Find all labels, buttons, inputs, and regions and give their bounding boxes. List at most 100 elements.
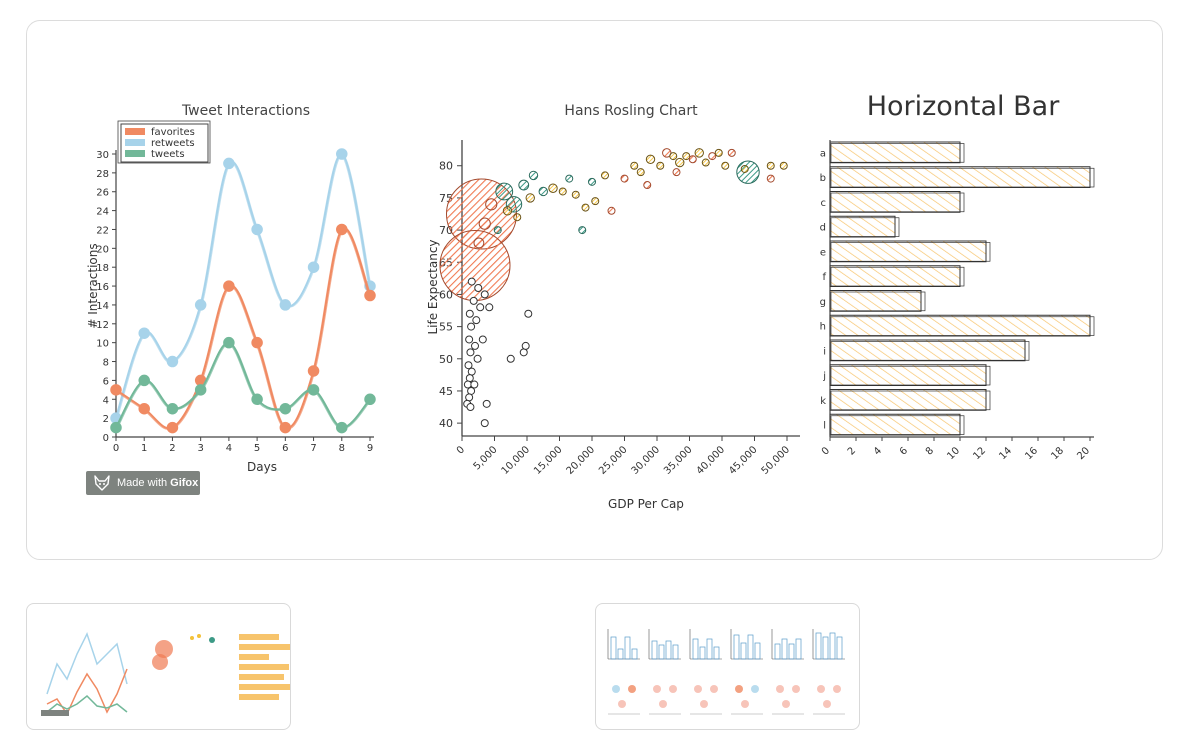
x-tick-label: 8 <box>339 443 345 454</box>
data-point <box>480 419 489 428</box>
legend-box-outline <box>117 120 211 164</box>
x-tick-label: 6 <box>898 445 910 457</box>
hans-rosling-chart: Hans Rosling Chart GDP Per Cap Life Expe… <box>426 103 800 511</box>
data-point <box>502 206 513 216</box>
bar-c <box>829 191 961 213</box>
data-point <box>708 152 717 161</box>
x-tick-label: 5 <box>254 443 260 454</box>
bar-a-sketch <box>830 143 965 163</box>
gifox-badge[interactable]: Made with Gifox <box>86 471 200 495</box>
tweet-interactions-chart: Tweet Interactions Days # Interactions 0… <box>86 103 376 474</box>
bar-f <box>829 265 961 287</box>
data-point <box>538 186 548 197</box>
point-favorites-2 <box>166 421 179 434</box>
bar-h-sketch <box>830 316 1095 336</box>
line-tweets <box>115 341 371 429</box>
x-tick-label: 18 <box>1049 445 1066 462</box>
data-point <box>506 354 515 363</box>
x-tick-label: 0 <box>455 444 467 456</box>
data-point <box>607 206 616 215</box>
y-tick-label: 20 <box>96 244 109 255</box>
data-point <box>513 213 522 222</box>
point-tweets-9 <box>364 393 376 406</box>
data-point <box>463 380 472 389</box>
data-point <box>521 341 530 350</box>
y-tick-label: 10 <box>96 339 109 350</box>
y-tick-label: 22 <box>96 225 109 236</box>
data-point <box>669 152 678 161</box>
data-point <box>591 197 600 206</box>
bar-e-sketch <box>830 242 991 262</box>
x-tick-label: 4 <box>872 445 884 457</box>
legend-label-tweets: tweets <box>151 149 185 160</box>
x-tick-label: 40,000 <box>695 444 728 477</box>
category-label: b <box>820 173 826 184</box>
point-retweets-8 <box>336 148 348 160</box>
line-retweets <box>115 152 371 419</box>
data-point <box>525 193 535 203</box>
data-point <box>470 380 479 389</box>
data-point <box>495 182 514 201</box>
bar-k <box>829 389 987 411</box>
y-tick-label: 45 <box>439 385 453 398</box>
data-point <box>779 161 788 170</box>
x-tick-label: 30,000 <box>630 444 663 477</box>
x-tick-label: 3 <box>197 443 203 454</box>
data-point <box>571 190 580 199</box>
data-point <box>645 154 656 165</box>
bar-b-sketch <box>830 167 1095 188</box>
x-tick-label: 7 <box>310 443 316 454</box>
y-tick-label: 24 <box>96 207 109 218</box>
data-point <box>466 348 475 357</box>
point-retweets-3 <box>194 299 207 311</box>
horizontal-bar-chart: Horizontal Bar 0 2 4 6 8 10 12 14 16 18 20 a b c d e f g h… <box>820 91 1095 462</box>
data-point <box>473 237 485 249</box>
bar-i-sketch <box>830 341 1030 361</box>
data-point <box>465 335 474 344</box>
line-tweets <box>116 342 372 429</box>
data-point <box>478 217 491 230</box>
data-point <box>766 161 775 170</box>
x-tick-label: 16 <box>1023 445 1040 462</box>
bar-a <box>829 141 961 164</box>
y-axis-label: Life Expectancy <box>426 239 440 334</box>
x-tick-label: 15,000 <box>532 444 565 477</box>
thumbnail-1[interactable] <box>26 603 291 730</box>
fox-icon <box>94 475 110 491</box>
badge-brand: Gifox <box>170 477 199 489</box>
bar-e <box>829 240 987 263</box>
thumbnail-1-preview <box>41 632 290 716</box>
thumbnail-2[interactable] <box>595 603 860 730</box>
data-point <box>469 296 478 305</box>
data-point <box>465 309 474 318</box>
point-favorites-8 <box>336 223 348 236</box>
x-tick-label: 5,000 <box>472 444 500 472</box>
y-tick-label: 16 <box>96 282 109 293</box>
bar-d-sketch <box>830 217 900 237</box>
data-point <box>467 386 476 395</box>
legend-label-favorites: favorites <box>151 127 195 138</box>
x-tick-label: 0 <box>820 445 832 457</box>
point-retweets-1 <box>138 327 150 339</box>
data-point <box>620 174 629 183</box>
data-point <box>548 183 558 193</box>
legend-label-retweets: retweets <box>151 138 195 149</box>
data-point <box>465 374 474 383</box>
category-label: f <box>822 272 826 283</box>
legend-swatch-tweets <box>125 150 145 157</box>
y-tick-label: 0 <box>103 433 109 444</box>
x-tick-label: 8 <box>924 445 936 457</box>
point-retweets-7 <box>307 261 320 273</box>
x-tick-label: 12 <box>971 445 988 462</box>
y-tick-label: 26 <box>96 188 109 199</box>
category-label: k <box>820 396 826 407</box>
legend-swatch-favorites <box>125 128 145 135</box>
data-point <box>524 309 533 318</box>
data-point <box>736 160 760 184</box>
point-tweets-2 <box>166 402 179 415</box>
data-point <box>656 161 665 170</box>
x-tick-label: 1 <box>141 443 147 454</box>
y-tick-label: 80 <box>439 160 453 173</box>
bar-j <box>829 364 987 386</box>
bar-k-sketch <box>830 390 991 411</box>
